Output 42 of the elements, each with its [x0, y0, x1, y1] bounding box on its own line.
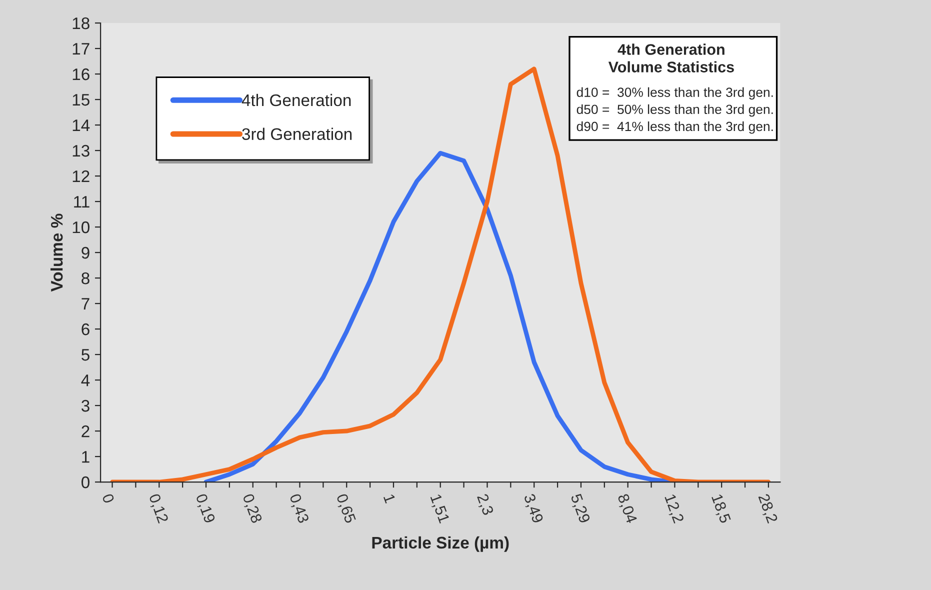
y-tick-label: 5 [82, 349, 90, 361]
x-tick-label: 18,5 [710, 494, 732, 524]
y-tick-label: 10 [72, 221, 90, 234]
y-tick-label: 13 [72, 144, 90, 157]
y-tick-label: 14 [72, 120, 90, 132]
y-tick-label: 15 [72, 94, 90, 106]
y-tick-label: 1 [82, 451, 90, 463]
x-tick-label: 5,29 [568, 493, 591, 524]
y-tick-label: 18 [72, 17, 90, 30]
y-tick-label: 12 [72, 170, 90, 182]
x-tick-label: 0,12 [147, 493, 169, 524]
x-tick-label: 3,49 [522, 493, 544, 524]
annotation: d50 = 50% less than the 3rd gen. [576, 104, 773, 117]
x-tick-label: 0,65 [334, 493, 356, 524]
y-tick-label: 9 [82, 246, 90, 259]
x-tick-label: 0 [102, 493, 115, 504]
x-tick-label: 8,04 [616, 493, 638, 524]
x-tick-label: 0,43 [288, 493, 310, 524]
x-tick-label: 28,2 [756, 493, 778, 524]
y-tick-label: 7 [82, 298, 90, 310]
legend-label: 4th Generation [242, 94, 351, 106]
x-axis-title: Particle Size (µm) [372, 536, 509, 552]
x-tick-label: 0,19 [194, 493, 216, 524]
y-tick-label: 2 [82, 425, 90, 438]
y-tick-label: 8 [82, 272, 90, 284]
y-tick-label: 16 [72, 68, 90, 80]
annotation: d10 = 30% less than the 3rd gen. [576, 87, 773, 100]
y-tick-label: 11 [74, 196, 90, 208]
y-tick-label: 3 [82, 400, 90, 412]
y-tick-label: 17 [72, 43, 90, 55]
y-axis-title: Volume % [50, 214, 63, 292]
x-tick-label: 1 [383, 494, 396, 504]
y-tick-label: 6 [82, 323, 90, 336]
x-tick-label: 2,3 [475, 493, 494, 516]
x-tick-label: 12,2 [662, 494, 684, 524]
y-tick-label: 0 [82, 476, 90, 488]
annotation: 4th Generation Volume Statistics [608, 44, 734, 72]
x-tick-label: 0,28 [240, 493, 262, 524]
annotation: d90 = 41% less than the 3rd gen. [576, 121, 773, 134]
y-tick-label: 4 [81, 374, 90, 386]
legend-label: 3rd Generation [242, 128, 352, 140]
x-tick-label: 1,51 [428, 494, 450, 524]
